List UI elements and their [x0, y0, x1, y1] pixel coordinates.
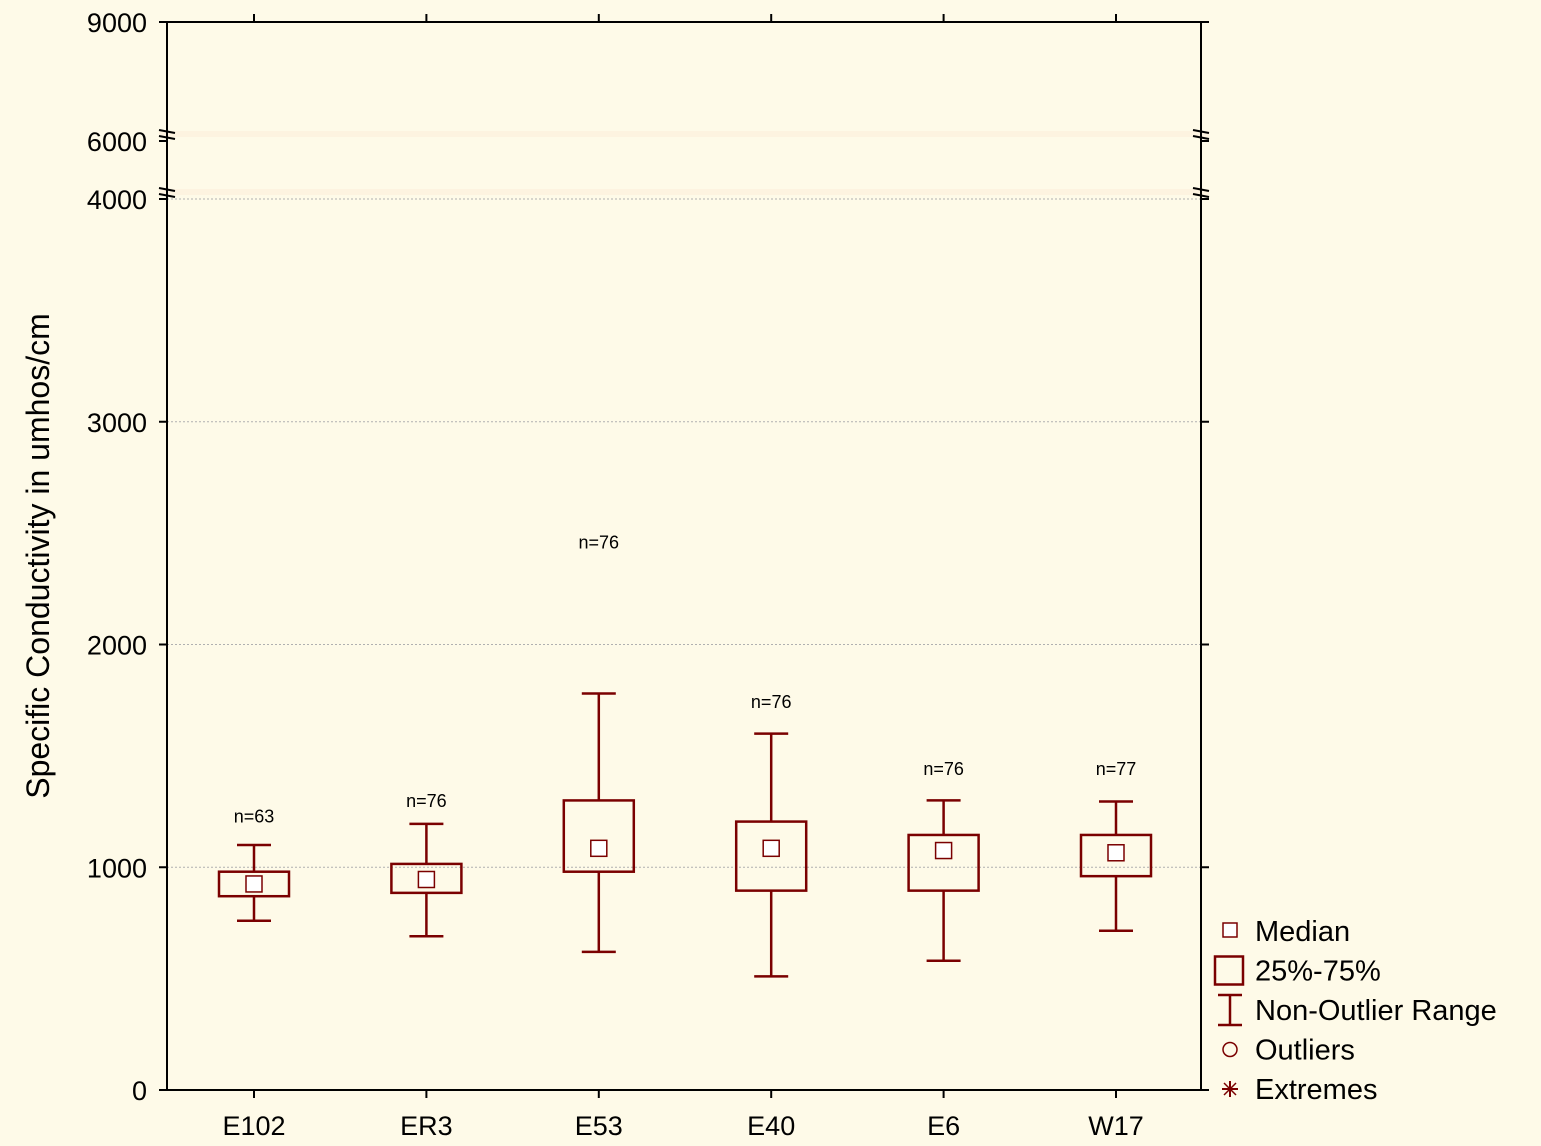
x-tick-label: E40 — [747, 1111, 795, 1141]
iqr-box — [1079, 833, 1153, 878]
x-tick-label: E53 — [575, 1111, 623, 1141]
y-tick-label: 1000 — [87, 853, 147, 883]
legend: Median 25%-75% Non-Outlier Range Outliers Ex… — [1213, 916, 1497, 1106]
legend-box-icon — [1213, 955, 1245, 986]
y-axis-label: Specific Conductivity in umhos/cm — [20, 313, 56, 799]
legend-item-label: Outliers — [1255, 1035, 1355, 1067]
iqr-box — [907, 833, 980, 892]
legend-median-icon — [1222, 922, 1238, 938]
grid-lines — [167, 198, 1201, 868]
iqr-box — [390, 862, 463, 895]
n-label: n=76 — [406, 791, 447, 811]
y-tick-label: 9000 — [87, 8, 147, 38]
iqr-box — [562, 799, 636, 873]
legend-item-label: Extremes — [1255, 1074, 1377, 1106]
legend-item-label: Non-Outlier Range — [1255, 995, 1497, 1027]
y-tick-label: 3000 — [87, 408, 147, 438]
x-tick-label: W17 — [1088, 1111, 1144, 1141]
median-marker — [934, 841, 953, 860]
x-tick-label: E6 — [927, 1111, 960, 1141]
boxes: n=63 n=76 n=76 n=76 n=76 n=77 — [217, 533, 1153, 978]
box-e53: n=76 — [562, 533, 636, 954]
box-w17: n=77 — [1079, 759, 1153, 932]
plot-background — [167, 22, 1201, 1090]
axis-ticks: 0 1000 2000 3000 4000 6000 9000 E102 ER3 E53 E40 E6… — [87, 8, 1209, 1141]
box-e102: n=63 — [217, 807, 291, 922]
iqr-box — [734, 820, 808, 892]
legend-item-label: 25%-75% — [1255, 956, 1381, 988]
n-label: n=77 — [1096, 759, 1137, 779]
y-tick-label: 0 — [132, 1076, 147, 1106]
n-label: n=63 — [234, 807, 275, 827]
median-marker — [590, 839, 608, 858]
median-marker — [762, 839, 780, 858]
legend-extreme-icon — [1223, 1082, 1237, 1096]
axis-break-band — [159, 189, 1209, 195]
plot-frame — [166, 21, 1202, 1091]
axis-break-band — [159, 131, 1209, 137]
legend-outlier-icon — [1222, 1041, 1238, 1058]
iqr-box — [217, 870, 291, 898]
n-label: n=76 — [751, 692, 792, 712]
n-label: n=76 — [579, 533, 620, 553]
y-tick-label: 2000 — [87, 631, 147, 661]
x-tick-label: ER3 — [400, 1111, 453, 1141]
median-marker — [1107, 844, 1125, 862]
legend-item-label: Median — [1255, 916, 1350, 948]
box-e6: n=76 — [907, 759, 980, 963]
x-tick-label: E102 — [222, 1111, 285, 1141]
median-marker — [417, 870, 436, 889]
box-e40: n=76 — [734, 692, 808, 978]
y-tick-label: 4000 — [87, 185, 147, 215]
n-label: n=76 — [923, 759, 964, 779]
y-tick-label: 6000 — [87, 127, 147, 157]
box-er3: n=76 — [390, 791, 463, 938]
median-marker — [245, 875, 263, 893]
